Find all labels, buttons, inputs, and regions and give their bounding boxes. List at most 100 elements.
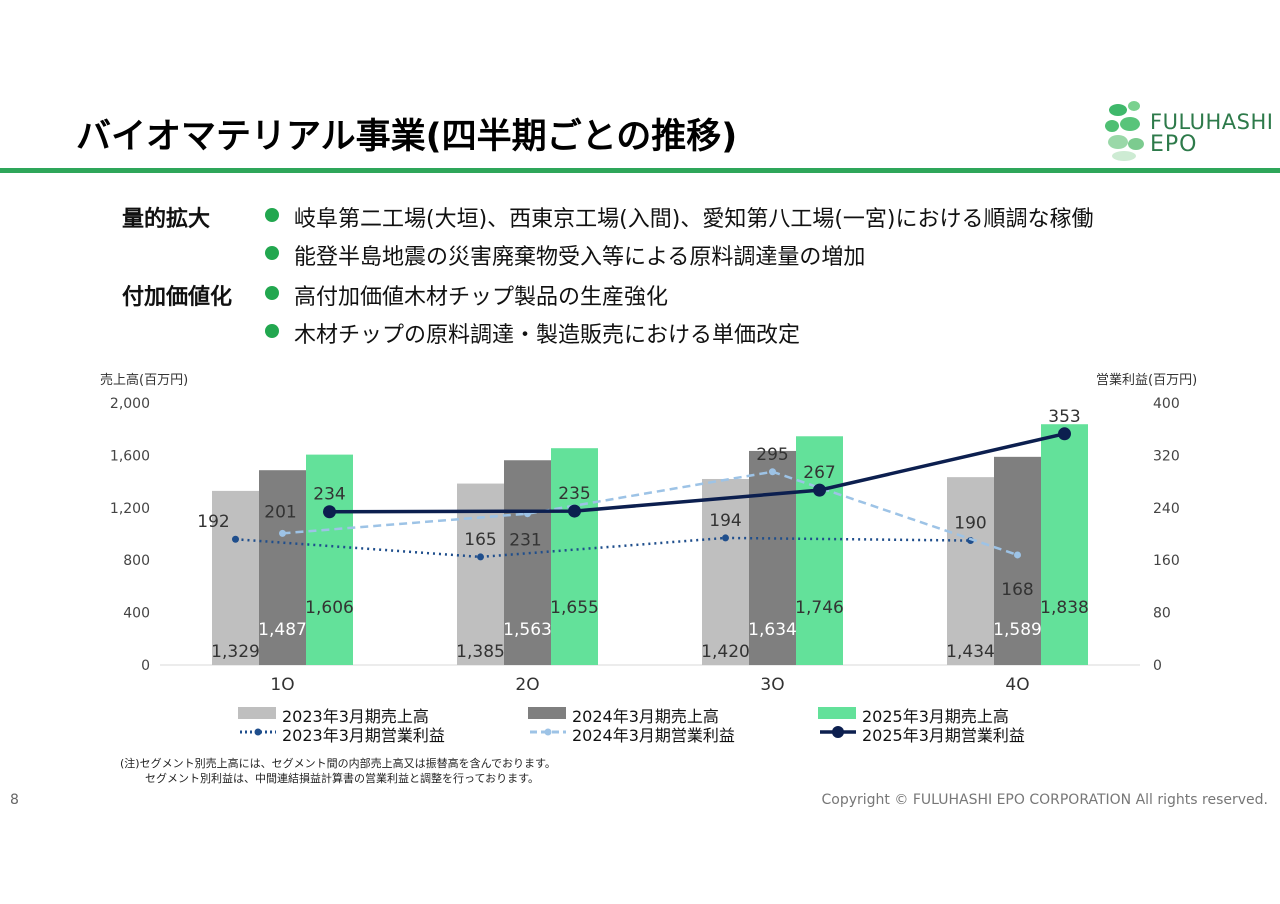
line-data-label: 231 <box>509 531 541 551</box>
legend-swatch-line-2025 <box>820 726 856 738</box>
line-point <box>232 535 239 543</box>
bullet-heading: 付加価値化 <box>122 285 233 310</box>
right-tick-label: 80 <box>1153 606 1171 622</box>
line-point <box>568 504 581 518</box>
legend-label: 2024年3月期営業利益 <box>572 726 735 745</box>
line-series <box>235 536 971 559</box>
line-point <box>279 529 286 537</box>
legend-swatch-bar-2023 <box>238 707 276 719</box>
line-series <box>282 470 1018 557</box>
bar-data-label: 1,487 <box>258 620 307 640</box>
line-point <box>1058 427 1071 441</box>
line-data-label: 235 <box>558 484 590 504</box>
footnote-line-2: セグメント別利益は、中間連結損益計算書の営業利益と調整を行っております。 <box>145 772 540 785</box>
right-tick-label: 160 <box>1153 553 1180 569</box>
line-point <box>1014 551 1021 559</box>
line-data-label: 234 <box>313 485 345 505</box>
line-data-label: 267 <box>803 463 835 483</box>
bar-data-label: 1,655 <box>550 598 599 618</box>
line-data-label: 165 <box>464 530 496 550</box>
bullet-text: 高付加価値木材チップ製品の生産強化 <box>294 285 669 310</box>
left-tick-label: 1,200 <box>110 501 150 517</box>
bar <box>994 456 1041 665</box>
line-data-label: 194 <box>709 511 741 531</box>
left-tick-label: 800 <box>123 553 150 569</box>
bar-data-label: 1,746 <box>795 598 844 618</box>
bar-data-label: 1,606 <box>305 598 354 618</box>
bar-data-label: 1,589 <box>993 620 1042 640</box>
bar <box>702 478 749 665</box>
bar <box>504 460 551 665</box>
bar <box>457 483 504 665</box>
right-tick-label: 240 <box>1153 501 1180 517</box>
bullet-text: 能登半島地震の災害廃棄物受入等による原料調達量の増加 <box>294 245 866 270</box>
legend-label: 2025年3月期営業利益 <box>862 726 1025 745</box>
line-point <box>477 553 484 561</box>
bullet-dot-icon <box>265 208 279 222</box>
legend-swatch-bar-2024 <box>528 707 566 719</box>
bullet-heading: 量的拡大 <box>122 207 211 232</box>
left-axis-title: 売上高(百万円) <box>100 373 189 388</box>
line-data-label: 201 <box>264 502 296 522</box>
legend-label: 2025年3月期売上高 <box>862 707 1009 726</box>
page-title: バイオマテリアル事業(四半期ごとの推移) <box>76 117 738 157</box>
left-tick-label: 2,000 <box>110 396 150 412</box>
bullet-text: 岐阜第二工場(大垣)、西東京工場(入間)、愛知第八工場(一宮)における順調な稼働 <box>294 207 1094 232</box>
bar <box>947 477 994 665</box>
legend-swatch-bar-2025 <box>818 707 856 719</box>
logo-text-fuluhashi: FULUHASHI <box>1150 110 1274 134</box>
right-tick-label: 400 <box>1153 396 1180 412</box>
bar <box>212 490 259 665</box>
legend-swatch-line-2023 <box>240 728 276 736</box>
line-data-label: 353 <box>1048 407 1080 427</box>
right-tick-label: 0 <box>1153 658 1162 674</box>
left-tick-label: 400 <box>123 606 150 622</box>
bullet-dot-icon <box>265 286 279 300</box>
bar-data-label: 1,838 <box>1040 598 1089 618</box>
right-axis-title: 営業利益(百万円) <box>1096 373 1198 388</box>
category-label: 3Q <box>760 675 784 690</box>
bar-data-label: 1,420 <box>701 642 750 662</box>
line-data-label: 192 <box>197 512 229 532</box>
line-point <box>769 468 776 476</box>
line-data-label: 295 <box>756 445 788 465</box>
bar <box>749 450 796 665</box>
leaf-logo-icon <box>1105 101 1144 161</box>
bar <box>1041 424 1088 665</box>
line-point <box>813 483 826 497</box>
footnote-line-1: (注)セグメント別売上高には、セグメント間の内部売上高又は振替高を含んでおります… <box>120 757 556 770</box>
left-tick-label: 1,600 <box>110 448 150 464</box>
legend-label: 2023年3月期営業利益 <box>282 726 445 745</box>
bar-data-label: 1,634 <box>748 620 797 640</box>
left-tick-label: 0 <box>141 658 150 674</box>
company-logo: FULUHASHI EPO <box>1098 98 1273 164</box>
bar <box>259 470 306 665</box>
category-label: 1Q <box>270 675 294 690</box>
page-number: 8 <box>10 792 19 808</box>
bar-data-label: 1,563 <box>503 620 552 640</box>
bullet-dot-icon <box>265 246 279 260</box>
bullet-dot-icon <box>265 324 279 338</box>
legend-label: 2023年3月期売上高 <box>282 707 429 726</box>
category-label: 2Q <box>515 675 539 690</box>
line-series <box>329 432 1065 514</box>
copyright-notice: Copyright © FULUHASHI EPO CORPORATION Al… <box>821 792 1268 808</box>
category-label: 4Q <box>1005 675 1029 690</box>
line-data-label: 168 <box>1001 580 1033 600</box>
title-divider <box>0 168 1280 173</box>
bar-data-label: 1,329 <box>211 642 260 662</box>
bar <box>551 448 598 665</box>
right-tick-label: 320 <box>1153 448 1180 464</box>
legend-label: 2024年3月期売上高 <box>572 707 719 726</box>
bar-data-label: 1,385 <box>456 642 505 662</box>
line-point <box>722 534 729 542</box>
bullet-text: 木材チップの原料調達・製造販売における単価改定 <box>294 323 801 348</box>
bar <box>796 436 843 665</box>
legend-swatch-line-2024 <box>530 728 566 736</box>
line-data-label: 190 <box>954 514 986 534</box>
bar-data-label: 1,434 <box>946 642 995 662</box>
line-point <box>323 505 336 519</box>
bar <box>306 454 353 665</box>
logo-text-epo: EPO <box>1150 132 1198 157</box>
